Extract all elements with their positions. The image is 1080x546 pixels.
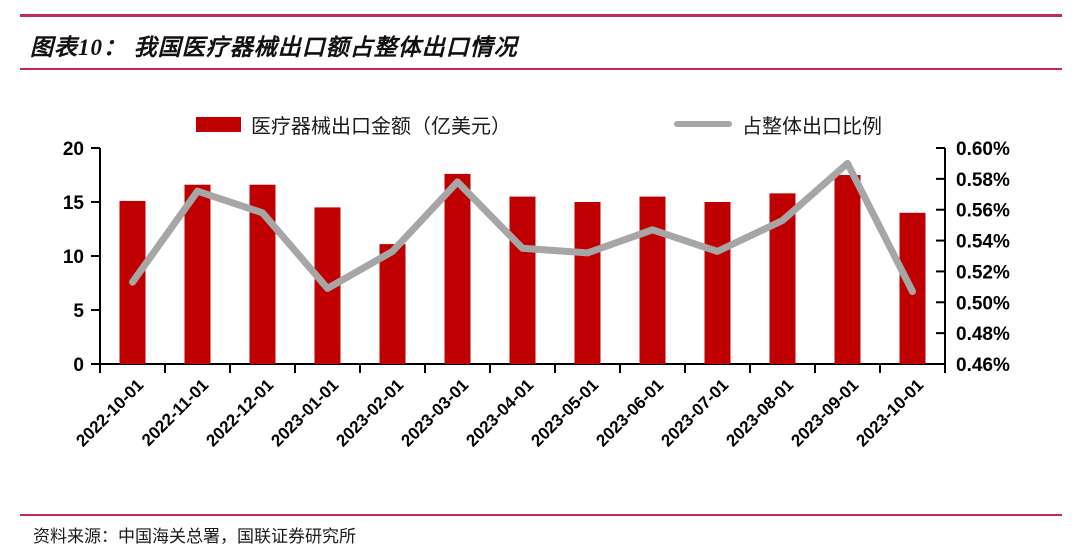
right-axis-label: 0.60% xyxy=(956,139,1010,160)
left-axis-label: 20 xyxy=(63,139,84,160)
right-axis-label: 0.46% xyxy=(956,355,1010,376)
left-axis-ticks: 0 5 10 15 20 xyxy=(63,139,100,376)
x-axis-labels: 2022-10-012022-11-012022-12-012023-01-01… xyxy=(72,375,927,450)
x-axis-label: 2023-08-01 xyxy=(722,375,797,450)
bar-2023-06-01 xyxy=(639,196,666,364)
footer-rule xyxy=(20,514,1062,516)
legend-item-bar: 医疗器械出口金额（亿美元） xyxy=(196,110,511,138)
bar-2023-05-01 xyxy=(574,202,601,364)
bar-2023-03-01 xyxy=(444,173,471,364)
bar-2023-02-01 xyxy=(379,244,406,364)
legend-item-line: 占整体出口比例 xyxy=(674,110,882,138)
export-ratio-line xyxy=(129,159,916,295)
bar-2023-09-01 xyxy=(834,175,861,364)
right-axis-label: 0.54% xyxy=(956,232,1010,253)
x-axis-label: 2022-10-01 xyxy=(72,375,147,450)
title-divider-rule xyxy=(20,68,1062,70)
right-axis-label: 0.52% xyxy=(956,262,1010,283)
x-axis-label: 2023-09-01 xyxy=(787,375,862,450)
right-axis-label: 0.58% xyxy=(956,170,1010,191)
right-axis-ticks: 0.46% 0.48% 0.50% 0.52% 0.54% 0.56% 0.58% 0.60% xyxy=(936,139,1010,376)
x-axis-label: 2023-10-01 xyxy=(852,375,927,450)
left-axis-label: 0 xyxy=(73,355,84,376)
x-axis-label: 2023-07-01 xyxy=(657,375,732,450)
right-axis-label: 0.56% xyxy=(956,201,1010,222)
x-axis-label: 2022-12-01 xyxy=(202,375,277,450)
left-axis-label: 15 xyxy=(63,193,85,214)
left-axis-label: 5 xyxy=(73,301,84,322)
right-axis-label: 0.48% xyxy=(956,324,1010,345)
line-legend-swatch xyxy=(674,121,732,127)
line-legend-label: 占整体出口比例 xyxy=(742,115,882,138)
source-note: 资料来源：中国海关总署，国联证券研究所 xyxy=(33,527,356,546)
left-axis-label: 10 xyxy=(63,247,84,268)
x-axis-ticks xyxy=(99,364,946,373)
x-axis-label: 2023-06-01 xyxy=(592,375,667,450)
bar-2023-04-01 xyxy=(509,196,536,364)
x-axis-label: 2023-04-01 xyxy=(462,375,537,450)
export-combo-chart: 051015200.46%0.48%0.50%0.52%0.54%0.56%0.… xyxy=(63,139,1010,450)
bar-2023-07-01 xyxy=(704,202,731,364)
bar-legend-label: 医疗器械出口金额（亿美元） xyxy=(251,115,511,138)
x-axis-label: 2023-01-01 xyxy=(267,375,342,450)
x-axis-label: 2023-05-01 xyxy=(527,375,602,450)
x-axis-label: 2023-03-01 xyxy=(397,375,472,450)
x-axis-label: 2022-11-01 xyxy=(138,375,212,449)
bar-legend-swatch xyxy=(196,116,241,132)
right-axis-label: 0.50% xyxy=(956,293,1010,314)
top-rule xyxy=(20,14,1062,17)
figure-title: 图表10： 我国医疗器械出口额占整体出口情况 xyxy=(30,35,518,60)
x-axis-label: 2023-02-01 xyxy=(332,375,407,450)
bar-2022-11-01 xyxy=(184,184,211,364)
